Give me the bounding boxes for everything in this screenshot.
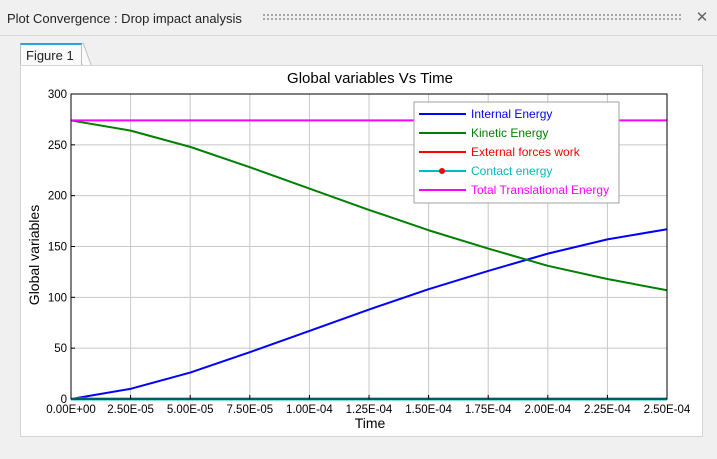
x-tick-label: 1.50E-04 — [405, 404, 452, 416]
y-tick-label: 0 — [61, 394, 67, 406]
x-tick-label: 5.00E-05 — [167, 404, 214, 416]
x-tick-label: 7.50E-05 — [226, 404, 273, 416]
x-tick-label: 1.25E-04 — [346, 404, 393, 416]
y-tick-label: 50 — [54, 343, 67, 355]
legend-label-internal-energy: Internal Energy — [471, 107, 552, 121]
figure-panel: Figure 1 Global variables Vs Time Time G… — [7, 40, 710, 453]
series-line-kinetic-energy — [70, 119, 668, 292]
x-tick-label: 2.50E-04 — [644, 404, 691, 416]
x-tick-label: 1.75E-04 — [465, 404, 512, 416]
y-tick-label: 200 — [48, 191, 67, 203]
legend-label-external-forces-work: External forces work — [471, 145, 581, 159]
window-title: Plot Convergence : Drop impact analysis — [7, 11, 242, 26]
legend: Internal Energy Kinetic Energy External fo… — [413, 101, 620, 204]
legend-box — [413, 101, 620, 204]
x-axis-label: Time — [355, 415, 386, 431]
window-titlebar: Plot Convergence : Drop impact analysis … — [0, 0, 717, 36]
series-line-internal-energy — [70, 228, 668, 400]
y-tick-label: 150 — [48, 242, 67, 254]
axis-ticks: 0.00E+00 2.50E-05 5.00E-05 7.50E-05 1.00E-04… — [46, 89, 691, 416]
x-tick-label: 2.00E-04 — [524, 404, 571, 416]
x-tick-label: 1.00E-04 — [286, 404, 333, 416]
y-tick-label: 250 — [48, 140, 67, 152]
y-tick-label: 300 — [48, 89, 67, 101]
y-axis-label: Global variables — [26, 205, 42, 305]
legend-label-total-translational-energy: Total Translational Energy — [471, 183, 609, 197]
figure-canvas: Global variables Vs Time Time Global var… — [20, 65, 703, 437]
chart-title: Global variables Vs Time — [287, 70, 453, 87]
chart: Global variables Vs Time Time Global var… — [26, 70, 691, 431]
close-button[interactable]: ✕ — [695, 9, 709, 26]
tab-figure-1[interactable]: Figure 1 — [20, 43, 82, 66]
y-tick-label: 100 — [48, 292, 67, 304]
drag-handle[interactable] — [262, 13, 682, 21]
legend-marker-contact-energy — [439, 168, 445, 174]
x-tick-label: 0.00E+00 — [46, 404, 96, 416]
x-tick-label: 2.25E-04 — [584, 404, 631, 416]
legend-label-kinetic-energy: Kinetic Energy — [471, 126, 548, 140]
legend-label-contact-energy: Contact energy — [471, 164, 552, 178]
x-tick-label: 2.50E-05 — [107, 404, 154, 416]
